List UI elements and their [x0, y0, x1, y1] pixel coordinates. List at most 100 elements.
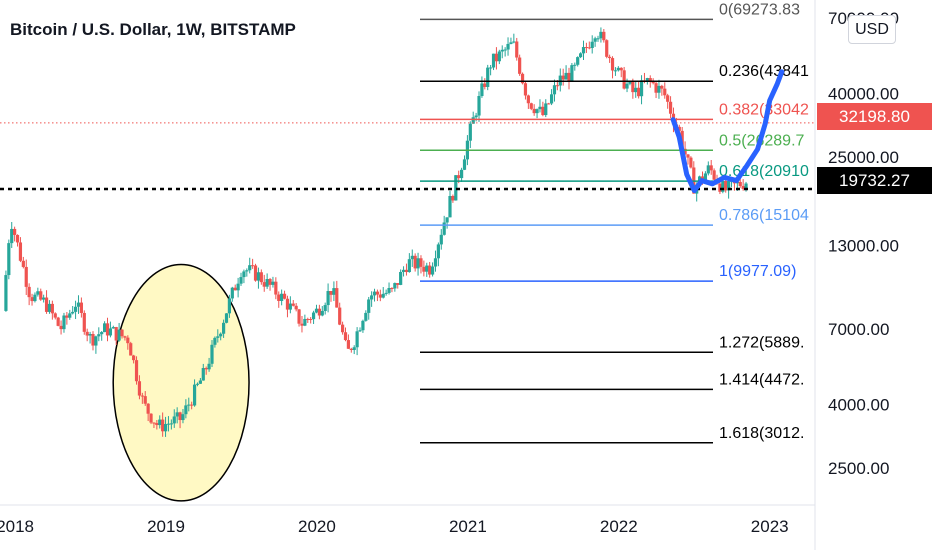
- candle-body: [184, 405, 188, 415]
- candle-body: [399, 271, 403, 285]
- candle-body: [477, 96, 481, 116]
- candle-body: [285, 298, 290, 310]
- candle-body: [593, 38, 597, 42]
- candle-body: [323, 305, 327, 311]
- candle-body: [181, 414, 185, 421]
- candle-body: [338, 307, 342, 325]
- candle-body: [126, 337, 130, 344]
- candle-body: [430, 266, 435, 275]
- candle-body: [378, 294, 382, 298]
- candle-body: [552, 85, 557, 95]
- x-tick-label: 2019: [147, 517, 185, 536]
- candle-body: [584, 47, 589, 49]
- candle-body: [666, 95, 670, 102]
- candle-body: [622, 70, 626, 89]
- y-tick-label: 7000.00: [828, 320, 889, 339]
- candle-body: [413, 255, 417, 269]
- candle-body: [56, 317, 60, 326]
- candle-body: [326, 291, 330, 306]
- candle-body: [341, 324, 345, 333]
- candle-body: [332, 288, 336, 295]
- x-tick-label: 2018: [0, 517, 34, 536]
- candle-body: [370, 295, 374, 300]
- candle-body: [71, 311, 75, 314]
- fib-level-label: 0.382(33042: [719, 101, 809, 118]
- candle-body: [686, 154, 690, 158]
- candle-body: [201, 368, 205, 381]
- candle-body: [494, 53, 499, 62]
- candle-body: [178, 412, 182, 421]
- candle-body: [445, 217, 449, 223]
- candle-body: [634, 87, 638, 93]
- candle-body: [62, 315, 66, 330]
- candle-body: [576, 57, 580, 65]
- candle-body: [216, 336, 220, 338]
- candle-body: [355, 331, 359, 348]
- candle-body: [248, 265, 252, 271]
- candle-body: [204, 368, 208, 370]
- candle-body: [213, 337, 217, 345]
- candle-body: [738, 181, 742, 186]
- candle-body: [570, 65, 574, 82]
- candle-body: [13, 228, 17, 235]
- candle-body: [625, 83, 629, 89]
- candle-body: [44, 297, 49, 312]
- candle-body: [303, 318, 307, 326]
- candle-body: [610, 58, 615, 71]
- candle-body: [602, 31, 606, 41]
- candle-body: [309, 319, 313, 321]
- candle-body: [512, 41, 516, 43]
- candle-body: [721, 180, 725, 192]
- candle-body: [683, 148, 687, 155]
- currency-button[interactable]: USD: [848, 15, 896, 44]
- candle-body: [190, 404, 194, 406]
- candle-body: [613, 70, 618, 72]
- candle-body: [192, 384, 197, 406]
- candle-body: [271, 281, 275, 285]
- candle-body: [462, 159, 467, 170]
- current-price-badge: 32198.80: [817, 103, 932, 130]
- candle-body: [149, 413, 153, 423]
- candle-body: [65, 315, 69, 318]
- candle-body: [155, 423, 159, 426]
- fib-level-label: 0.236(43841: [719, 63, 809, 80]
- candle-body: [587, 47, 591, 49]
- candle-body: [82, 312, 86, 332]
- candle-body: [30, 297, 34, 302]
- candle-body: [483, 83, 487, 87]
- candle-body: [384, 292, 388, 294]
- candle-body: [163, 424, 168, 432]
- candle-body: [132, 355, 136, 361]
- candle-body: [251, 265, 255, 267]
- candle-body: [166, 423, 171, 425]
- candle-body: [140, 395, 144, 397]
- candle-body: [265, 279, 269, 287]
- candle-body: [39, 291, 43, 300]
- candle-body: [280, 293, 284, 301]
- candle-body: [727, 181, 731, 191]
- candle-body: [639, 80, 644, 97]
- candle-body: [97, 334, 101, 337]
- candle-body: [224, 313, 229, 323]
- y-tick-label: 25000.00: [828, 148, 899, 167]
- candle-body: [579, 53, 583, 58]
- candle-body: [404, 269, 409, 273]
- candle-body: [364, 312, 368, 321]
- candle-body: [471, 117, 475, 124]
- candle-body: [227, 298, 232, 314]
- candle-body: [207, 363, 211, 370]
- candle-body: [375, 291, 380, 295]
- candle-body: [152, 422, 156, 424]
- candle-body: [317, 308, 321, 316]
- fib-level-label: 1.618(3012.: [719, 425, 804, 442]
- candle-body: [425, 265, 429, 272]
- projection-path: [670, 69, 785, 194]
- candle-body: [396, 283, 400, 285]
- candle-body: [79, 302, 83, 313]
- candle-body: [515, 41, 519, 58]
- candle-body: [468, 123, 472, 141]
- candle-body: [114, 327, 118, 341]
- candle-body: [288, 303, 292, 310]
- candle-body: [503, 49, 507, 51]
